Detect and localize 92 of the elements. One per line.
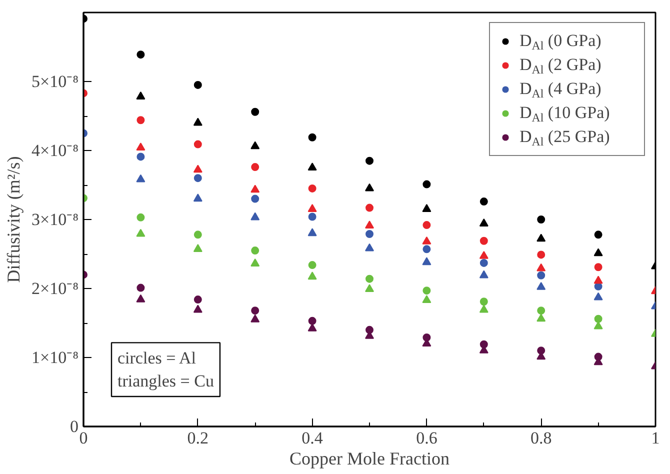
point xyxy=(193,118,202,126)
point xyxy=(308,272,317,280)
point xyxy=(250,314,260,322)
point xyxy=(250,258,260,266)
point xyxy=(365,220,374,229)
annotation: circles = Al xyxy=(118,348,196,368)
point xyxy=(366,156,374,165)
x-tick-label: 1 xyxy=(651,428,660,448)
point xyxy=(136,174,146,182)
point xyxy=(308,228,317,236)
point xyxy=(594,292,603,300)
point xyxy=(422,245,431,254)
point xyxy=(480,258,488,267)
point xyxy=(251,108,260,116)
point xyxy=(251,306,260,315)
point xyxy=(308,133,316,142)
y-tick-label: 5×10⁻⁸ xyxy=(31,72,79,91)
point xyxy=(422,204,432,212)
point xyxy=(594,263,602,272)
point xyxy=(136,294,146,302)
point xyxy=(537,250,546,259)
point xyxy=(594,248,603,256)
point xyxy=(422,180,431,188)
y-tick-label: 3×10⁻⁸ xyxy=(31,210,79,229)
point xyxy=(594,276,603,284)
point xyxy=(479,250,488,259)
point xyxy=(193,194,202,202)
point xyxy=(594,314,602,323)
point xyxy=(136,92,146,100)
y-tick-label: 4×10⁻⁸ xyxy=(31,141,79,160)
point xyxy=(536,282,546,290)
point xyxy=(479,218,488,226)
point xyxy=(537,216,546,224)
point xyxy=(479,304,488,313)
point xyxy=(480,198,488,206)
y-tick-label: 2×10⁻⁸ xyxy=(31,279,79,298)
point xyxy=(536,314,546,322)
x-axis-title: Copper Mole Fraction xyxy=(290,448,450,468)
point xyxy=(422,295,432,304)
point xyxy=(422,286,431,295)
point xyxy=(365,243,374,252)
point xyxy=(136,50,145,59)
x-tick-label: 0.2 xyxy=(187,428,209,448)
point xyxy=(251,194,260,203)
point xyxy=(366,274,374,283)
point xyxy=(422,221,431,230)
point xyxy=(308,212,316,221)
point xyxy=(365,183,374,192)
point xyxy=(422,236,432,244)
point xyxy=(136,284,145,292)
x-tick-label: 0.8 xyxy=(530,428,552,448)
point xyxy=(537,271,546,280)
point xyxy=(480,236,488,245)
point xyxy=(194,80,202,89)
y-tick-label: 1×10⁻⁸ xyxy=(31,348,79,367)
point xyxy=(193,304,202,313)
point xyxy=(479,270,488,278)
point xyxy=(537,306,546,315)
point xyxy=(251,246,260,255)
x-tick-label: 0.4 xyxy=(302,428,324,448)
point xyxy=(480,298,488,306)
point xyxy=(136,152,145,161)
point xyxy=(366,204,374,212)
point xyxy=(136,213,145,222)
point xyxy=(536,234,546,242)
point xyxy=(536,263,546,272)
point xyxy=(308,184,316,192)
annotation: triangles = Cu xyxy=(118,372,214,390)
point xyxy=(194,296,202,304)
point xyxy=(193,164,202,173)
point xyxy=(250,212,260,220)
y-tick-label: 0 xyxy=(70,417,78,436)
point xyxy=(422,257,432,266)
point xyxy=(194,140,202,148)
point xyxy=(136,116,145,124)
point xyxy=(308,204,317,212)
point xyxy=(194,230,202,239)
point xyxy=(594,230,602,239)
point xyxy=(193,244,202,252)
point xyxy=(250,184,260,193)
point xyxy=(308,316,316,325)
point xyxy=(251,163,260,172)
y-axis-title: Diffusivity (m²/s) xyxy=(3,156,24,283)
x-tick-label: 0.6 xyxy=(416,428,438,448)
point xyxy=(194,174,202,182)
point xyxy=(365,284,374,292)
point xyxy=(136,142,146,151)
point xyxy=(136,228,146,237)
point xyxy=(308,162,317,171)
point xyxy=(308,261,316,270)
point xyxy=(366,230,374,238)
point xyxy=(250,141,260,150)
